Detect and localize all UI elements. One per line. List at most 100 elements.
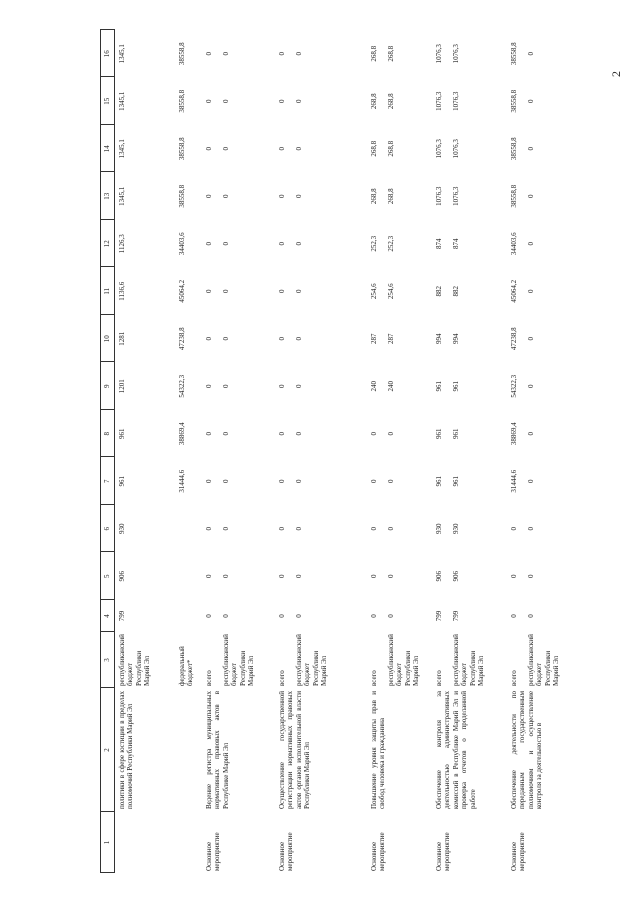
row-description: Повышение уровня защиты прав и свобод че… (370, 691, 387, 809)
value-cell: 1076,3 (435, 44, 443, 64)
header-cell: 2 (103, 748, 111, 752)
value-cell: 1345,1 (118, 44, 126, 64)
value-cell: 268,8 (387, 140, 395, 157)
value-cell: 287 (387, 333, 395, 345)
funding-source: всего (435, 670, 443, 686)
value-cell: 47238,8 (178, 327, 186, 351)
funding-source: республикан­ский бюджет Республики Марий… (118, 634, 152, 686)
value-cell: 0 (527, 384, 535, 389)
value-cell: 0 (222, 432, 230, 436)
value-cell: 1345,1 (118, 91, 126, 111)
value-cell: 0 (205, 242, 213, 246)
funding-source: республикан­ский бюджет Республики Марий… (295, 634, 329, 686)
value-cell: 961 (435, 476, 443, 487)
value-cell: 0 (222, 384, 230, 389)
value-cell: 1076,3 (435, 186, 443, 206)
value-cell: 0 (527, 432, 535, 436)
value-cell: 0 (205, 194, 213, 199)
value-cell: 0 (370, 432, 378, 436)
funding-source: всего (510, 670, 518, 686)
value-cell: 1076,3 (452, 91, 460, 111)
value-cell: 0 (278, 384, 286, 389)
header-cell: 15 (103, 97, 111, 105)
table-header-bottom-border (114, 30, 115, 873)
value-cell: 1076,3 (435, 139, 443, 159)
value-cell: 0 (295, 242, 303, 246)
value-cell: 0 (222, 147, 230, 151)
header-cell: 12 (103, 240, 111, 248)
value-cell: 0 (278, 614, 286, 618)
value-cell: 906 (118, 571, 126, 582)
value-cell: 0 (510, 574, 518, 579)
value-cell: 0 (222, 194, 230, 199)
value-cell: 1076,3 (452, 139, 460, 159)
value-cell: 0 (278, 194, 286, 199)
value-cell: 0 (205, 432, 213, 436)
row-category: Основное мероприятие (510, 832, 527, 871)
header-cell: 14 (103, 145, 111, 153)
value-cell: 268,8 (387, 93, 395, 110)
value-cell: 961 (452, 381, 460, 392)
value-cell: 0 (527, 614, 535, 618)
value-cell: 240 (387, 381, 395, 392)
value-cell: 287 (370, 333, 378, 345)
funding-source: федеральный бюджет* (178, 646, 195, 686)
value-cell: 0 (295, 147, 303, 151)
value-cell: 38558,8 (178, 137, 186, 161)
value-cell: 0 (278, 242, 286, 246)
value-cell: 961 (452, 428, 460, 440)
value-cell: 0 (278, 99, 286, 104)
value-cell: 0 (205, 52, 213, 56)
value-cell: 38558,8 (178, 42, 186, 66)
row-description: Обеспечение контроля за деятельностью ад… (435, 691, 477, 809)
value-cell: 0 (527, 289, 535, 294)
value-cell: 882 (435, 286, 443, 297)
value-cell: 961 (118, 428, 126, 440)
value-cell: 0 (205, 99, 213, 104)
value-cell: 0 (527, 337, 535, 341)
value-cell: 0 (527, 574, 535, 579)
value-cell: 0 (278, 337, 286, 341)
value-cell: 0 (295, 432, 303, 436)
value-cell: 0 (222, 527, 230, 531)
funding-source: всего (205, 670, 213, 686)
value-cell: 0 (205, 479, 213, 484)
value-cell: 254,6 (387, 283, 395, 300)
value-cell: 0 (387, 527, 395, 531)
value-cell: 268,8 (370, 45, 378, 62)
funding-source: всего (278, 670, 286, 686)
value-cell: 0 (278, 147, 286, 151)
header-cell: 3 (103, 658, 111, 662)
value-cell: 45064,2 (510, 279, 518, 303)
funding-source: республикан­ский бюджет Республики Марий… (452, 634, 486, 686)
value-cell: 0 (387, 432, 395, 436)
value-cell: 0 (295, 574, 303, 579)
row-category: Основное мероприятие (205, 832, 222, 871)
value-cell: 0 (527, 242, 535, 246)
value-cell: 1345,1 (118, 186, 126, 206)
value-cell: 0 (295, 194, 303, 199)
value-cell: 0 (295, 527, 303, 531)
header-cell: 6 (103, 527, 111, 531)
value-cell: 31444,6 (178, 469, 186, 493)
value-cell: 0 (295, 289, 303, 294)
value-cell: 1201 (118, 379, 126, 394)
value-cell: 994 (452, 333, 460, 345)
value-cell: 0 (295, 337, 303, 341)
value-cell: 31444,6 (510, 469, 518, 493)
value-cell: 1345,1 (118, 139, 126, 159)
header-cell: 7 (103, 479, 111, 484)
value-cell: 0 (295, 614, 303, 618)
value-cell: 0 (278, 432, 286, 436)
value-cell: 0 (278, 527, 286, 531)
value-cell: 0 (527, 52, 535, 56)
value-cell: 1076,3 (452, 44, 460, 64)
header-cell: 11 (103, 287, 111, 295)
value-cell: 0 (510, 614, 518, 618)
value-cell: 0 (370, 527, 378, 531)
value-cell: 930 (118, 523, 126, 535)
value-cell: 54322,3 (510, 374, 518, 398)
value-cell: 799 (452, 610, 460, 622)
value-cell: 0 (205, 384, 213, 389)
